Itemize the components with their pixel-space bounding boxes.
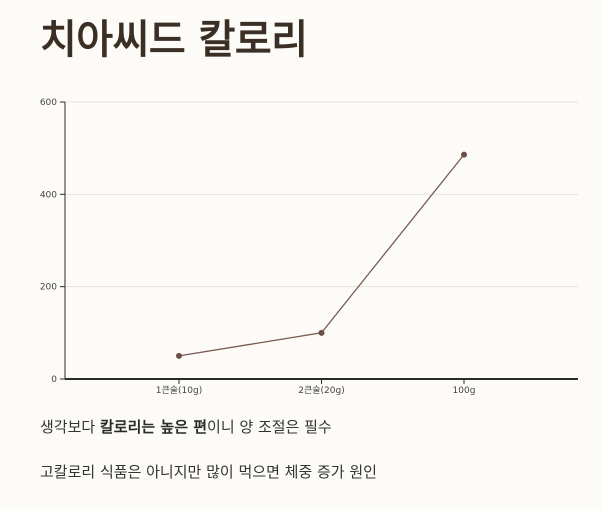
data-point: [176, 352, 182, 359]
x-tick-label: 1큰술(10g): [156, 385, 202, 396]
y-tick-label: 200: [40, 283, 57, 293]
note-text-weight-gain: 고칼로리 식품은 아니지만 많이 먹으면 체중 증가 원인: [40, 463, 377, 481]
x-tick-label: 100g: [453, 386, 476, 396]
note-text-lead: 생각보다: [40, 418, 100, 436]
y-tick-label: 0: [51, 375, 57, 385]
page-title: 치아씨드 칼로리: [40, 17, 308, 63]
y-tick-label: 600: [40, 98, 57, 108]
calorie-line-chart: 0 200 400 600 1큰술(10g) 2큰술(20g) 100g: [40, 98, 578, 396]
note-text-portion-control: 생각보다 칼로리는 높은 편이니 양 조절은 필수: [40, 416, 332, 438]
note-text-tail: 이니 양 조절은 필수: [207, 418, 332, 436]
data-point: [461, 151, 467, 158]
series-line: [178, 154, 465, 357]
x-tick-label: 2큰술(20g): [298, 385, 344, 396]
data-point: [318, 329, 325, 336]
y-tick-label: 400: [40, 190, 57, 200]
note-text-emphasis: 칼로리는 높은 편: [99, 418, 208, 436]
